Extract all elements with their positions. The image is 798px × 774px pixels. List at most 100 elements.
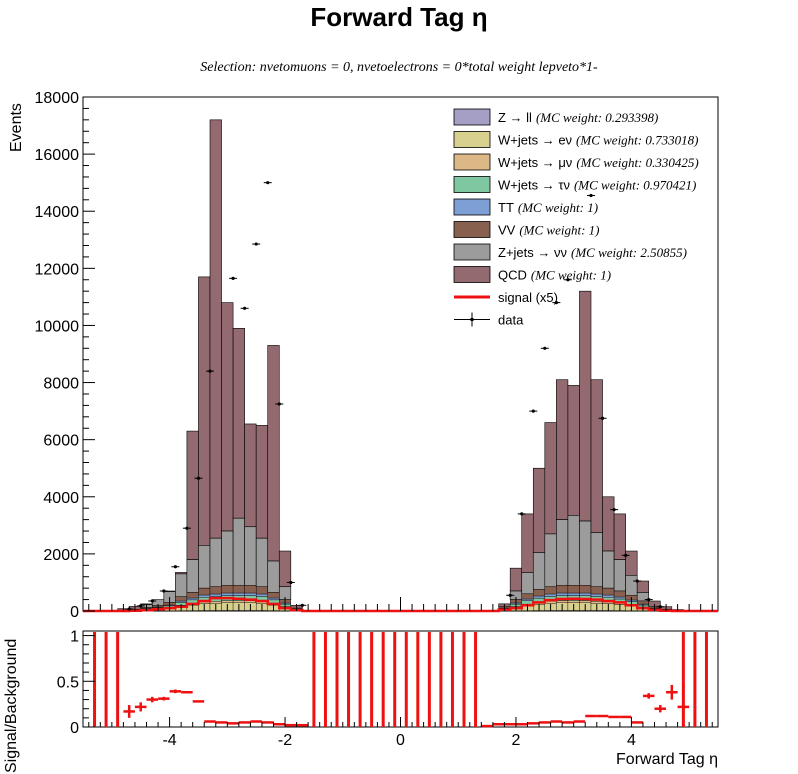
stack-bar: [175, 600, 188, 603]
stack-bar: [521, 598, 534, 601]
x-tick-label: -4: [162, 732, 176, 749]
qcd-bar: [521, 513, 534, 573]
znn-bar: [209, 537, 222, 588]
znn-bar: [532, 552, 546, 590]
znn-bar: [255, 537, 269, 588]
legend-weight: (MC weight: 1): [519, 223, 599, 238]
data-point: [600, 416, 605, 420]
y-tick-label: 0: [70, 604, 79, 621]
ratio-y-tick-label: 0: [70, 720, 79, 737]
qcd-bar: [625, 550, 638, 576]
data-point: [566, 278, 570, 282]
x-axis-label: Forward Tag η: [616, 751, 718, 768]
stack-bar: [198, 587, 211, 596]
stack-bar: [186, 597, 199, 601]
y-axis-label: Events: [8, 103, 25, 152]
ratio-y-tick-label: 0.5: [57, 674, 79, 691]
znn-bar: [602, 550, 615, 589]
stack-bar: [533, 589, 546, 597]
chart-subtitle: Selection: nvetomuons = 0, nvetoelectron…: [200, 60, 598, 75]
stack-bar: [567, 592, 580, 596]
data-point: [208, 369, 212, 373]
data-point: [266, 181, 270, 185]
stack-bar: [198, 594, 211, 598]
qcd-bar: [509, 567, 523, 592]
stack-bar: [613, 590, 626, 598]
data-point: [612, 508, 616, 512]
data-point: [162, 589, 166, 593]
legend-label: Z → ll (MC weight: 0.293398): [498, 110, 658, 125]
data-point: [658, 605, 662, 609]
ratio-axes: 0 0.5 1 -4 -2 0 2 4: [57, 629, 713, 749]
legend-weight: (MC weight: 0.293398): [536, 110, 658, 125]
legend-label: TT (MC weight: 1): [498, 200, 598, 215]
qcd-bar: [602, 496, 615, 552]
legend-label: W+jets → τν (MC weight: 0.970421): [498, 178, 696, 193]
stack-bar: [602, 587, 615, 596]
stack-bar: [521, 600, 534, 605]
znn-bar: [221, 530, 234, 586]
stack-bar: [255, 593, 268, 597]
data-point: [289, 580, 293, 585]
data-point: [508, 593, 512, 597]
x-tick-label: 4: [627, 732, 636, 749]
chart-title: Forward Tag η: [310, 2, 487, 32]
znn-bar: [267, 560, 280, 593]
signal-line: [83, 596, 718, 613]
legend-weight: (MC weight: 2.50855): [571, 245, 687, 260]
znn-bar: [521, 572, 534, 595]
stack-bar: [221, 592, 234, 596]
ratio-plot: 0 0.5 1 -4 -2 0 2 4 Signal/Background Forward T…: [3, 629, 719, 773]
legend-weight: (MC weight: 0.970421): [574, 178, 696, 193]
stack-bar: [209, 586, 222, 595]
legend-weight: (MC weight: 1): [531, 268, 611, 283]
main-histogram: [83, 119, 718, 613]
data-point: [589, 193, 593, 198]
main-plot: 0 2000 4000 6000 8000 10000 12000 14000 16000 180…: [8, 90, 719, 621]
znn-bar: [244, 526, 257, 586]
stack-bar: [186, 592, 199, 599]
qcd-bar: [255, 425, 269, 539]
legend-swatch: [453, 198, 491, 216]
znn-bar: [579, 520, 592, 586]
stack-bar: [244, 592, 257, 596]
stack-bar: [544, 593, 557, 597]
qcd-bar: [267, 345, 280, 562]
qcd-bar: [636, 580, 650, 593]
znn-bar: [625, 575, 638, 596]
stack-bar: [613, 596, 626, 600]
stack-bar: [590, 593, 603, 597]
qcd-bar: [590, 379, 603, 533]
stack-bar: [244, 585, 257, 594]
znn-bar: [186, 559, 199, 593]
y-tick-label: 14000: [35, 204, 80, 221]
stack-bar: [579, 585, 592, 594]
legend-label: W+jets → μν (MC weight: 0.330425): [498, 155, 699, 170]
znn-bar: [198, 545, 211, 589]
qcd-bar: [278, 550, 292, 588]
stack-bar: [544, 601, 557, 604]
y-tick-label: 16000: [35, 147, 80, 164]
data-point: [173, 565, 177, 569]
qcd-bar: [532, 467, 546, 553]
stack-bar: [556, 600, 569, 603]
stack-bar: [221, 585, 234, 594]
stack-bar: [221, 600, 234, 603]
qcd-bar: [221, 302, 234, 532]
stack-bar: [244, 600, 257, 603]
y-tick-label: 10000: [35, 318, 80, 335]
x-tick-label: 2: [512, 732, 521, 749]
legend: Z → ll (MC weight: 0.293398) W+jets → eν (M…: [453, 108, 699, 328]
legend-swatch: [453, 153, 491, 171]
znn-bar: [590, 532, 603, 588]
legend-swatch: [453, 176, 491, 193]
data-point: [300, 603, 304, 607]
x-tick-label: 0: [396, 732, 405, 749]
legend-swatch: [453, 131, 491, 148]
y-tick-label: 12000: [35, 261, 80, 278]
data-point: [554, 301, 558, 305]
data-point: [231, 276, 235, 280]
data-point: [647, 597, 651, 602]
data-point: [531, 409, 535, 413]
